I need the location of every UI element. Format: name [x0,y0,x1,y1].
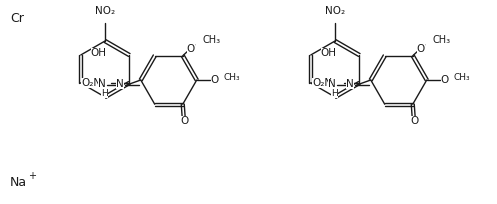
Text: O: O [411,116,419,126]
Text: O: O [417,44,425,54]
Text: O: O [211,75,219,85]
Text: N: N [346,79,354,89]
Text: Na: Na [10,175,27,188]
Text: +: + [28,171,36,181]
Text: O: O [180,116,189,126]
Text: O: O [187,44,195,54]
Text: O₂N: O₂N [312,78,332,88]
Text: NO₂: NO₂ [95,6,115,16]
Text: H: H [331,89,338,98]
Text: NO₂: NO₂ [325,6,345,16]
Text: CH₃: CH₃ [203,35,221,45]
Text: OH: OH [321,48,337,58]
Text: OH: OH [91,48,107,58]
Text: N: N [116,79,124,89]
Text: CH₃: CH₃ [433,35,451,45]
Text: CH₃: CH₃ [454,72,470,82]
Text: CH₃: CH₃ [224,72,241,82]
Text: N: N [328,79,335,89]
Text: H: H [101,89,108,98]
Text: O: O [441,75,449,85]
Text: Cr: Cr [10,12,24,26]
Text: N: N [98,79,106,89]
Text: O₂N: O₂N [81,78,101,88]
